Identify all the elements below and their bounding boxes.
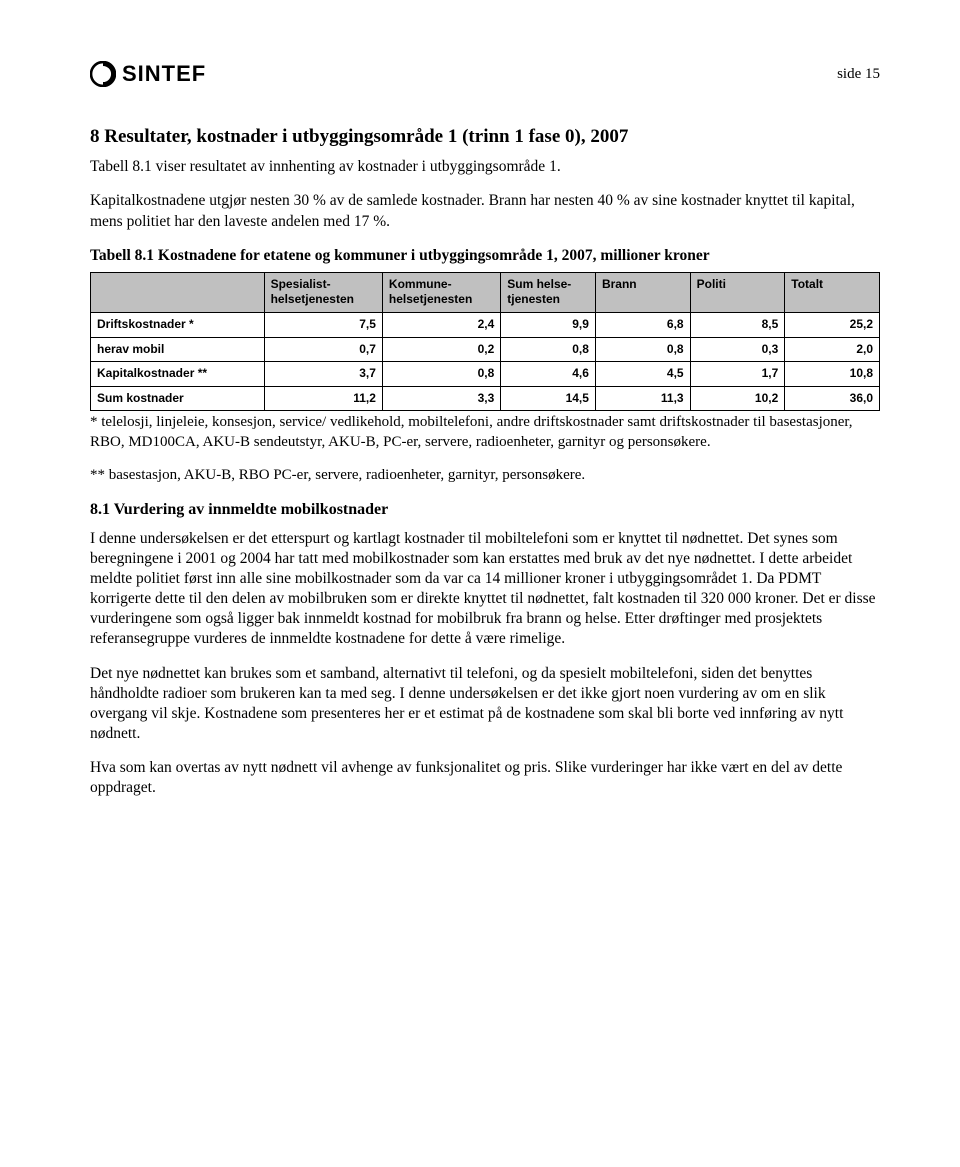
table-cell: 14,5 (501, 386, 596, 411)
sintef-logo-icon (90, 61, 116, 87)
table-header-cell: Brann (595, 272, 690, 312)
table-row-label: herav mobil (91, 337, 265, 362)
table-row-label: Driftskostnader * (91, 313, 265, 338)
table-cell: 10,8 (785, 362, 880, 387)
table-cell: 0,8 (382, 362, 500, 387)
table-row: Kapitalkostnader **3,70,84,64,51,710,8 (91, 362, 880, 387)
table-cell: 11,3 (595, 386, 690, 411)
table-cell: 6,8 (595, 313, 690, 338)
table-header-cell: Spesialist-helsetjenesten (264, 272, 382, 312)
table-header-cell: Totalt (785, 272, 880, 312)
table-footnote-1: * telelosji, linjeleie, konsesjon, servi… (90, 413, 880, 452)
table-header-cell: Politi (690, 272, 785, 312)
cost-table: Spesialist-helsetjenestenKommune-helsetj… (90, 272, 880, 412)
sintef-logo-text: SINTEF (122, 60, 206, 89)
table-cell: 0,8 (501, 337, 596, 362)
page-header: SINTEF side 15 (90, 60, 880, 89)
table-cell: 25,2 (785, 313, 880, 338)
table-cell: 36,0 (785, 386, 880, 411)
table-cell: 3,3 (382, 386, 500, 411)
table-header-cell: Sum helse-tjenesten (501, 272, 596, 312)
table-body: Driftskostnader *7,52,49,96,88,525,2hera… (91, 313, 880, 411)
table-cell: 2,4 (382, 313, 500, 338)
table-row-label: Kapitalkostnader ** (91, 362, 265, 387)
table-cell: 2,0 (785, 337, 880, 362)
table-cell: 0,7 (264, 337, 382, 362)
subsection-paragraph-1: I denne undersøkelsen er det etterspurt … (90, 529, 880, 650)
table-caption: Tabell 8.1 Kostnadene for etatene og kom… (90, 246, 880, 266)
table-cell: 10,2 (690, 386, 785, 411)
table-header-row: Spesialist-helsetjenestenKommune-helsetj… (91, 272, 880, 312)
intro-paragraph-1: Tabell 8.1 viser resultatet av innhentin… (90, 157, 880, 177)
table-row: Driftskostnader *7,52,49,96,88,525,2 (91, 313, 880, 338)
table-cell: 3,7 (264, 362, 382, 387)
subsection-paragraph-3: Hva som kan overtas av nytt nødnett vil … (90, 758, 880, 798)
table-cell: 4,5 (595, 362, 690, 387)
table-cell: 11,2 (264, 386, 382, 411)
table-row-label: Sum kostnader (91, 386, 265, 411)
table-cell: 0,3 (690, 337, 785, 362)
sintef-logo: SINTEF (90, 60, 206, 89)
page-number: side 15 (837, 65, 880, 85)
table-header-cell: Kommune-helsetjenesten (382, 272, 500, 312)
section-title: 8 Resultater, kostnader i utbyggingsområ… (90, 125, 880, 150)
subsection-paragraph-2: Det nye nødnettet kan brukes som et samb… (90, 664, 880, 745)
table-cell: 0,8 (595, 337, 690, 362)
table-cell: 0,2 (382, 337, 500, 362)
table-cell: 7,5 (264, 313, 382, 338)
table-cell: 9,9 (501, 313, 596, 338)
table-cell: 4,6 (501, 362, 596, 387)
subsection-heading: 8.1 Vurdering av innmeldte mobilkostnade… (90, 500, 880, 521)
table-cell: 8,5 (690, 313, 785, 338)
table-row: herav mobil0,70,20,80,80,32,0 (91, 337, 880, 362)
table-header-cell (91, 272, 265, 312)
table-footnote-2: ** basestasjon, AKU-B, RBO PC-er, server… (90, 466, 880, 486)
table-cell: 1,7 (690, 362, 785, 387)
table-row: Sum kostnader11,23,314,511,310,236,0 (91, 386, 880, 411)
intro-paragraph-2: Kapitalkostnadene utgjør nesten 30 % av … (90, 191, 880, 231)
